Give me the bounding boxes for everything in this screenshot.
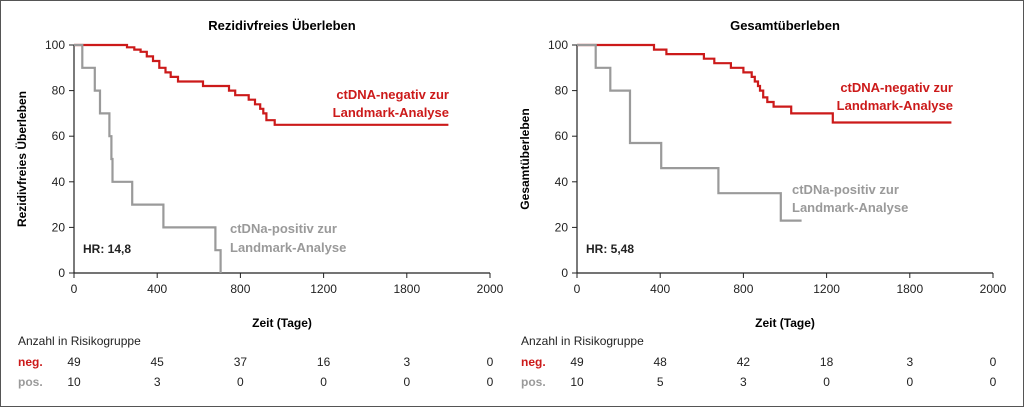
y-tick-label: 40	[555, 175, 569, 189]
risk-pos-value: 3	[153, 375, 161, 389]
y-tick-label: 60	[52, 129, 66, 143]
risk-pos-value: 0	[237, 375, 244, 389]
y-tick-label: 100	[548, 38, 568, 52]
y-tick-label: 0	[561, 266, 568, 280]
x-tick-label: 800	[230, 282, 250, 296]
chart-2-xlabel: Zeit (Tage)	[755, 316, 815, 330]
risk-neg-value: 0	[989, 355, 997, 369]
chart-2: Gesamtüberleben Gesamtüberleben Zeit (Ta…	[518, 18, 1007, 330]
x-tick-label: 1800	[393, 282, 420, 296]
x-tick-label: 2000	[477, 282, 504, 296]
x-tick-label: 400	[650, 282, 670, 296]
chart-1-xlabel: Zeit (Tage)	[252, 316, 312, 330]
risk-neg-value: 45	[150, 355, 164, 369]
risk-pos-value: 0	[906, 375, 914, 389]
x-tick-label: 1200	[310, 282, 337, 296]
chart-2-ylabel: Gesamtüberleben	[518, 108, 532, 209]
pos-survival-line	[74, 43, 222, 273]
risk-pos-value: 0	[403, 375, 411, 389]
risk-neg-value: 16	[316, 355, 331, 369]
y-tick-label: 20	[555, 220, 569, 234]
risk-pos-value: 0	[823, 375, 830, 389]
neg-survival-line	[74, 43, 449, 126]
y-tick-label: 20	[52, 220, 66, 234]
risk-neg-value: 3	[403, 355, 411, 369]
chart-2-title: Gesamtüberleben	[730, 18, 840, 33]
chart-1-risk-pos-label: pos.	[18, 375, 43, 389]
chart-2-pos-label-line2: Landmark-Analyse	[792, 200, 908, 215]
x-tick-label: 2000	[980, 282, 1007, 296]
risk-neg-value: 49	[67, 355, 81, 369]
chart-2-risk-pos-label: pos.	[521, 375, 546, 389]
x-tick-label: 1800	[896, 282, 923, 296]
risk-neg-value: 37	[233, 355, 248, 369]
chart-1-risk-neg-label: neg.	[18, 355, 43, 369]
x-tick-label: 0	[574, 282, 581, 296]
chart-2-axes: 0 20 40 60 80 100 0 400 800 1200 1800 2000	[548, 38, 1007, 296]
risk-pos-value: 5	[656, 375, 664, 389]
risk-pos-value: 0	[320, 375, 327, 389]
chart-2-risk-neg-label: neg.	[521, 355, 546, 369]
x-tick-label: 0	[71, 282, 78, 296]
risk-neg-value: 18	[819, 355, 834, 369]
y-tick-label: 0	[58, 266, 65, 280]
risk-pos-value: 0	[486, 375, 494, 389]
risk-neg-value: 49	[570, 355, 584, 369]
chart-2-hr-label: HR: 5,48	[586, 242, 634, 256]
chart-1-pos-label-line1: ctDNa-positiv zur	[230, 221, 337, 236]
risk-neg-value: 42	[736, 355, 751, 369]
chart-1-hr-label: HR: 14,8	[83, 242, 131, 256]
chart-2-neg-label-line1: ctDNA-negativ zur	[840, 80, 953, 95]
chart-2-risk-title: Anzahl in Risikogruppe	[521, 334, 644, 348]
pos-survival-line	[577, 43, 802, 222]
chart-1-neg-label-line1: ctDNA-negativ zur	[336, 87, 449, 102]
y-tick-label: 80	[52, 84, 66, 98]
risk-pos-value: 10	[570, 375, 584, 389]
x-tick-label: 1200	[813, 282, 840, 296]
risk-neg-value: 3	[906, 355, 914, 369]
x-tick-label: 400	[147, 282, 167, 296]
chart-1-risk-title: Anzahl in Risikogruppe	[18, 334, 141, 348]
chart-1-series	[74, 43, 449, 273]
y-tick-label: 40	[52, 175, 66, 189]
chart-2-series	[577, 43, 952, 222]
y-tick-label: 100	[45, 38, 65, 52]
risk-pos-value: 3	[740, 375, 747, 389]
risk-neg-value: 0	[486, 355, 494, 369]
y-tick-label: 80	[555, 84, 569, 98]
y-tick-label: 60	[555, 129, 569, 143]
chart-2-pos-label-line1: ctDNa-positiv zur	[792, 182, 899, 197]
neg-survival-line	[577, 43, 952, 124]
chart-1: Rezidivfreies Überleben Rezidivfreies Üb…	[14, 18, 504, 330]
chart-2-neg-label-line2: Landmark-Analyse	[837, 98, 953, 113]
x-tick-label: 800	[733, 282, 753, 296]
risk-pos-value: 0	[989, 375, 997, 389]
chart-1-pos-label-line2: Landmark-Analyse	[230, 240, 346, 255]
chart-1-ylabel: Rezidivfreies Überleben	[14, 91, 29, 227]
chart-1-title: Rezidivfreies Überleben	[208, 18, 355, 33]
risk-pos-value: 10	[67, 375, 81, 389]
chart-1-axes: 0 20 40 60 80 100 0 400 800 1200 1800 2000	[45, 38, 504, 296]
chart-1-neg-label-line2: Landmark-Analyse	[333, 105, 449, 120]
risk-neg-value: 48	[653, 355, 667, 369]
